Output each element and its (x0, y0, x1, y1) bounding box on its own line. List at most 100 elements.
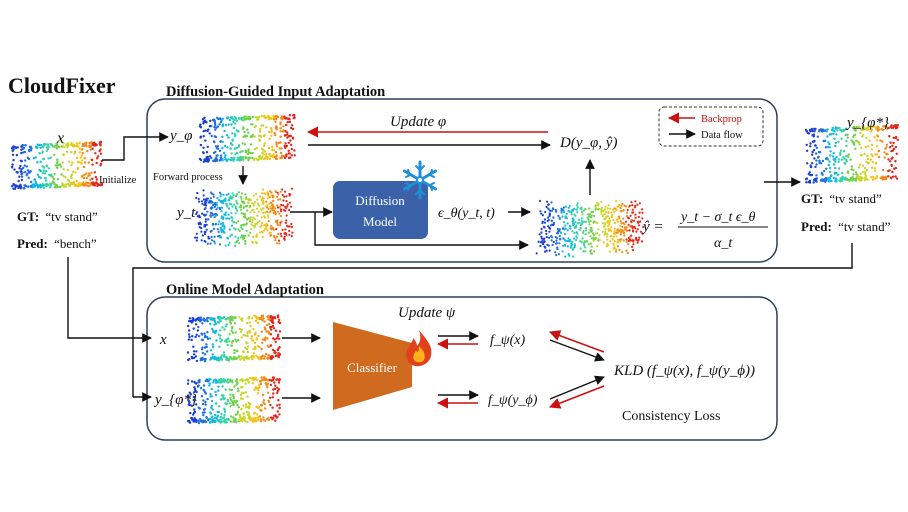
point (574, 238, 578, 242)
point (585, 240, 589, 243)
point (267, 416, 270, 420)
point (218, 149, 222, 152)
point (209, 322, 212, 326)
point (269, 396, 272, 399)
point (197, 197, 200, 201)
point (253, 201, 256, 204)
point (613, 222, 617, 225)
point (200, 395, 204, 398)
point (853, 134, 856, 137)
point (242, 350, 245, 353)
point (558, 216, 561, 219)
point (831, 155, 835, 158)
point (808, 171, 811, 174)
point (88, 172, 91, 175)
point (11, 153, 15, 156)
point (238, 117, 241, 120)
point (99, 184, 102, 187)
point (229, 396, 232, 399)
point (272, 376, 276, 379)
point (293, 149, 296, 152)
point (219, 377, 223, 381)
point (818, 161, 821, 165)
point (276, 223, 279, 227)
point (241, 150, 244, 153)
point (23, 186, 26, 190)
point (837, 167, 841, 170)
point (828, 142, 831, 146)
point (21, 144, 25, 147)
point (540, 227, 543, 231)
point (244, 382, 247, 385)
point (275, 221, 279, 224)
point (827, 141, 830, 144)
point (270, 191, 273, 194)
point (855, 125, 858, 129)
point (188, 401, 191, 404)
point (25, 165, 28, 168)
point (245, 347, 249, 351)
point (214, 330, 217, 333)
point (197, 421, 201, 425)
point (261, 231, 264, 234)
point (255, 242, 258, 245)
point (569, 246, 573, 249)
point (811, 129, 814, 133)
point (558, 235, 561, 238)
point (217, 385, 220, 388)
point (17, 179, 20, 183)
point (275, 416, 278, 419)
point (27, 170, 31, 173)
point (864, 171, 867, 174)
forward-process-label: Forward process (153, 172, 223, 183)
point (288, 192, 291, 196)
point (251, 221, 254, 224)
point (279, 190, 282, 193)
point (881, 178, 884, 181)
point (276, 115, 280, 119)
point (70, 141, 73, 145)
point (271, 226, 274, 230)
point (888, 135, 891, 138)
point (212, 151, 216, 155)
point (211, 222, 215, 226)
point (815, 159, 818, 162)
point (279, 130, 282, 133)
point (625, 229, 628, 232)
point (237, 387, 240, 390)
point (280, 210, 283, 213)
point (247, 131, 250, 134)
point (240, 328, 243, 331)
point (269, 383, 273, 387)
point (217, 315, 220, 319)
point (278, 147, 281, 150)
point (282, 204, 285, 207)
point (222, 377, 225, 381)
point (234, 244, 237, 247)
point (192, 350, 196, 353)
point (564, 239, 567, 242)
point (284, 228, 287, 231)
point (202, 146, 205, 149)
point (86, 149, 89, 153)
point (815, 174, 818, 177)
point (589, 250, 592, 253)
point (227, 213, 230, 216)
point (585, 220, 588, 223)
point (240, 226, 243, 229)
point (203, 230, 206, 234)
point (588, 223, 591, 226)
point (892, 136, 895, 139)
point (597, 237, 600, 240)
point (187, 338, 191, 341)
flame-icon (406, 330, 432, 367)
point (68, 185, 71, 188)
point (251, 218, 254, 221)
point (233, 385, 236, 388)
point (208, 201, 211, 204)
point (228, 333, 231, 336)
point (41, 172, 45, 175)
point (612, 235, 616, 238)
point (231, 132, 234, 135)
point (235, 195, 238, 198)
